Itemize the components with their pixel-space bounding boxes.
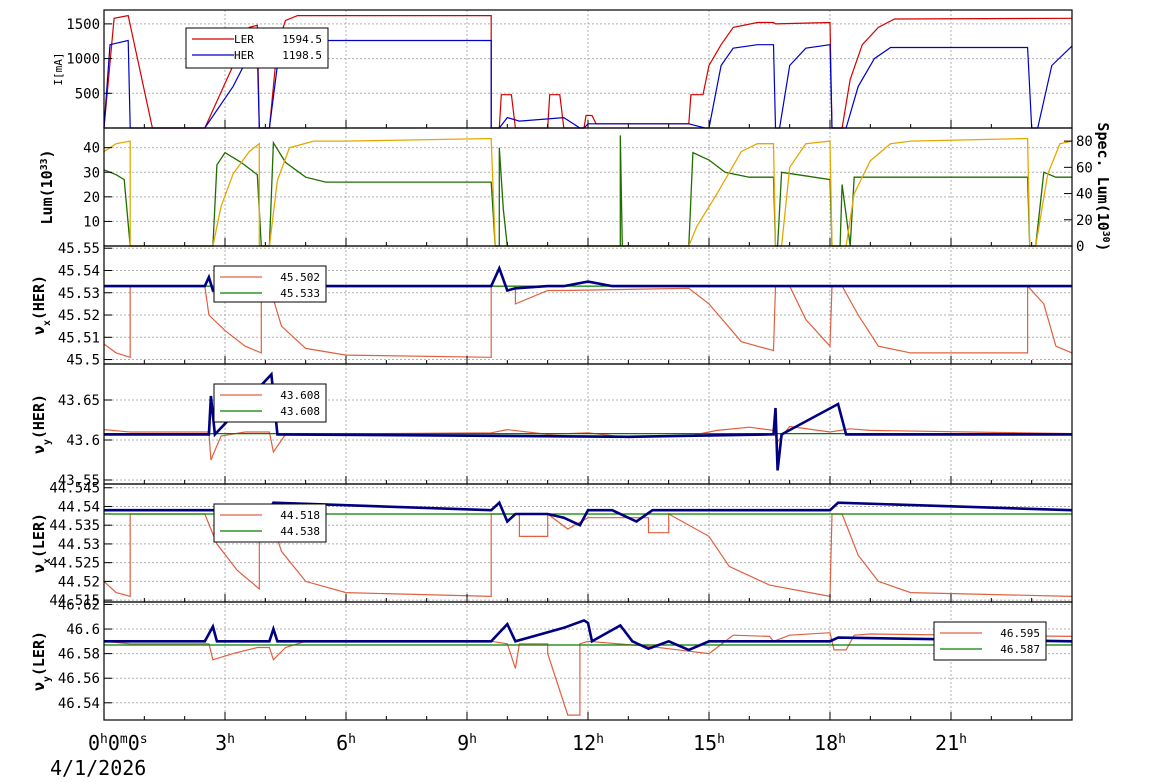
panel-nux_her: 45.5 45.51 45.52 45.53 45.54 45.55 νx(HER) 45.5… — [30, 241, 1073, 369]
series-line — [103, 284, 1073, 359]
y-axis-label: I[mA] — [52, 52, 65, 85]
legend-value: 44.538 — [280, 525, 320, 538]
y-tick-label: 40 — [83, 141, 100, 157]
y-tick-label: 46.6 — [66, 622, 100, 638]
y-tick-label: 43.65 — [58, 393, 100, 409]
y-axis-label: νy(HER) — [30, 394, 53, 454]
legend: LER 1594.5 HER 1198.5 — [185, 27, 329, 69]
y-axis-label: Lum(1033) — [38, 150, 56, 225]
y-tick-label: 46.54 — [58, 696, 100, 712]
y-tick-label: 45.55 — [58, 241, 100, 257]
y-right-axis-label: Spec. Lum(1030) — [1094, 122, 1112, 251]
panel-current: 500 1000 1500 I[mA] LER 1594.5 HER 1198.5 — [52, 9, 1073, 129]
legend-frame — [213, 265, 327, 303]
x-tick-label: 15h — [693, 731, 725, 755]
legend-value: 46.587 — [1000, 643, 1040, 656]
series-line — [103, 137, 1073, 247]
y-tick-label: 44.525 — [49, 556, 100, 572]
y-tick-label: 20 — [83, 190, 100, 206]
y-tick-label: 500 — [75, 86, 100, 102]
y-tick-label: 44.54 — [58, 499, 100, 515]
y-tick-label: 45.53 — [58, 286, 100, 302]
y-right-tick-label: 40 — [1076, 187, 1093, 203]
x-tick-label: 9h — [457, 731, 477, 755]
y-tick-label: 1000 — [66, 52, 100, 68]
x-tick-label: 18h — [814, 731, 846, 755]
y-tick-label: 30 — [83, 165, 100, 181]
y-tick-label: 43.6 — [66, 433, 100, 449]
y-tick-label: 44.535 — [49, 518, 100, 534]
y-tick-label: 46.56 — [58, 671, 100, 687]
series-line — [103, 135, 1072, 247]
series-dots — [104, 618, 1073, 652]
legend-name: HER — [234, 49, 254, 62]
y-tick-label: 45.51 — [58, 330, 100, 346]
y-right-tick-label: 0 — [1076, 239, 1084, 255]
y-right-tick-label: 80 — [1076, 134, 1093, 150]
legend: 43.608 43.608 — [213, 383, 327, 423]
legend-value: 1198.5 — [282, 49, 322, 62]
legend: 45.502 45.533 — [213, 265, 327, 303]
legend-name: LER — [234, 33, 254, 46]
y-right-tick-label: 60 — [1076, 160, 1093, 176]
series-line — [103, 512, 1073, 598]
legend-value: 46.595 — [1000, 627, 1040, 640]
panel-nuy_her: 43.55 43.6 43.65 νy(HER) 43.608 43.608 — [30, 363, 1073, 489]
legend-value: 45.502 — [280, 271, 320, 284]
y-tick-label: 44.515 — [49, 593, 100, 609]
y-tick-label: 44.545 — [49, 481, 100, 497]
panel-nux_ler: 44.515 44.52 44.525 44.53 44.535 44.54 44.545 ν… — [30, 481, 1073, 609]
y-tick-label: 45.5 — [66, 353, 100, 369]
legend-value: 45.533 — [280, 287, 320, 300]
legend-frame — [213, 503, 327, 543]
y-tick-label: 10 — [83, 214, 100, 230]
panel-luminosity: 10 20 30 40 0 20 40 60 80 Spec. Lum(1030) Lum(1033… — [38, 122, 1112, 255]
y-axis-label: νy(LER) — [30, 631, 53, 691]
x-tick-label: 0h0m0s — [88, 731, 148, 755]
y-right-tick-label: 20 — [1076, 213, 1093, 229]
series-dots — [104, 371, 1072, 471]
legend: 46.595 46.587 — [933, 621, 1047, 661]
y-tick-label: 46.58 — [58, 647, 100, 663]
y-tick-label: 45.54 — [58, 263, 100, 279]
x-tick-label: 3h — [215, 731, 235, 755]
series-dots — [104, 264, 1072, 293]
series-line — [103, 425, 1073, 461]
x-tick-label: 12h — [572, 731, 604, 755]
y-tick-label: 44.52 — [58, 574, 100, 590]
series-line — [103, 39, 1073, 129]
legend-value: 43.608 — [280, 405, 320, 418]
y-tick-label: 45.52 — [58, 308, 100, 324]
series-line — [103, 632, 1073, 716]
legend-frame — [213, 383, 327, 423]
y-tick-label: 46.62 — [58, 597, 100, 613]
y-tick-label: 43.55 — [58, 473, 100, 489]
legend-frame — [185, 27, 329, 69]
y-axis-label: νx(HER) — [30, 275, 53, 335]
x-tick-label: 6h — [336, 731, 356, 755]
y-tick-label: 44.53 — [58, 537, 100, 553]
y-axis-label: νx(LER) — [30, 513, 53, 573]
legend-frame — [933, 621, 1047, 661]
y-tick-label: 1500 — [66, 17, 100, 33]
x-axis-date: 4/1/2026 — [50, 756, 146, 780]
legend-value: 1594.5 — [282, 33, 322, 46]
legend-value: 44.518 — [280, 509, 320, 522]
legend-value: 43.608 — [280, 389, 320, 402]
legend: 44.518 44.538 — [213, 503, 327, 543]
x-tick-label: 21h — [935, 731, 967, 755]
